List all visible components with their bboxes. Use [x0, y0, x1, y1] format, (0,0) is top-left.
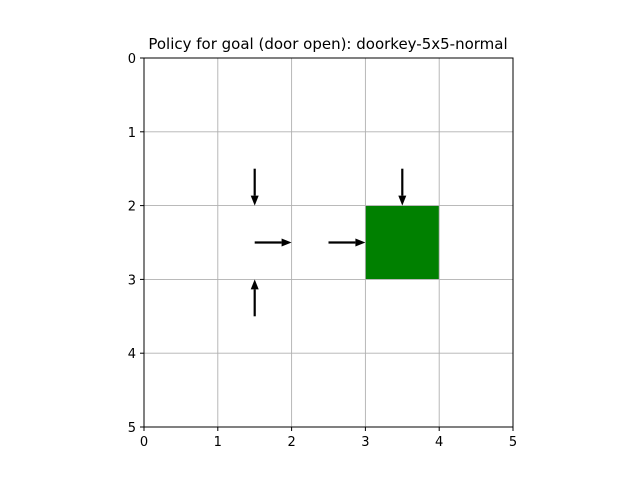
x-tick-label-4: 4: [435, 435, 443, 450]
x-tick-label-5: 5: [509, 435, 517, 450]
x-tick-label-1: 1: [214, 435, 222, 450]
axes-frame: [143, 57, 514, 428]
y-tick-label-4: 4: [128, 347, 136, 362]
policy-arrow-4: [398, 168, 407, 206]
policy-arrow-1: [254, 238, 292, 247]
policy-arrow-head: [398, 195, 407, 206]
y-tick-label-1: 1: [128, 126, 136, 141]
policy-arrow-0: [250, 168, 259, 206]
y-tick-label-2: 2: [128, 200, 136, 215]
y-tick-label-0: 0: [128, 52, 136, 67]
goal-cell-0: [365, 205, 440, 280]
x-tick-label-2: 2: [287, 435, 295, 450]
x-tick-label-3: 3: [361, 435, 369, 450]
policy-arrow-3: [328, 238, 366, 247]
x-tick-label-0: 0: [140, 435, 148, 450]
policy-arrow-head: [250, 279, 259, 290]
policy-arrow-2: [250, 279, 259, 317]
policy-arrow-head: [355, 238, 366, 247]
y-tick-label-5: 5: [128, 421, 136, 436]
policy-arrow-head: [281, 238, 292, 247]
y-tick-label-3: 3: [128, 273, 136, 288]
chart-title: Policy for goal (door open): doorkey-5x5…: [148, 35, 507, 53]
policy-arrow-head: [250, 195, 259, 206]
